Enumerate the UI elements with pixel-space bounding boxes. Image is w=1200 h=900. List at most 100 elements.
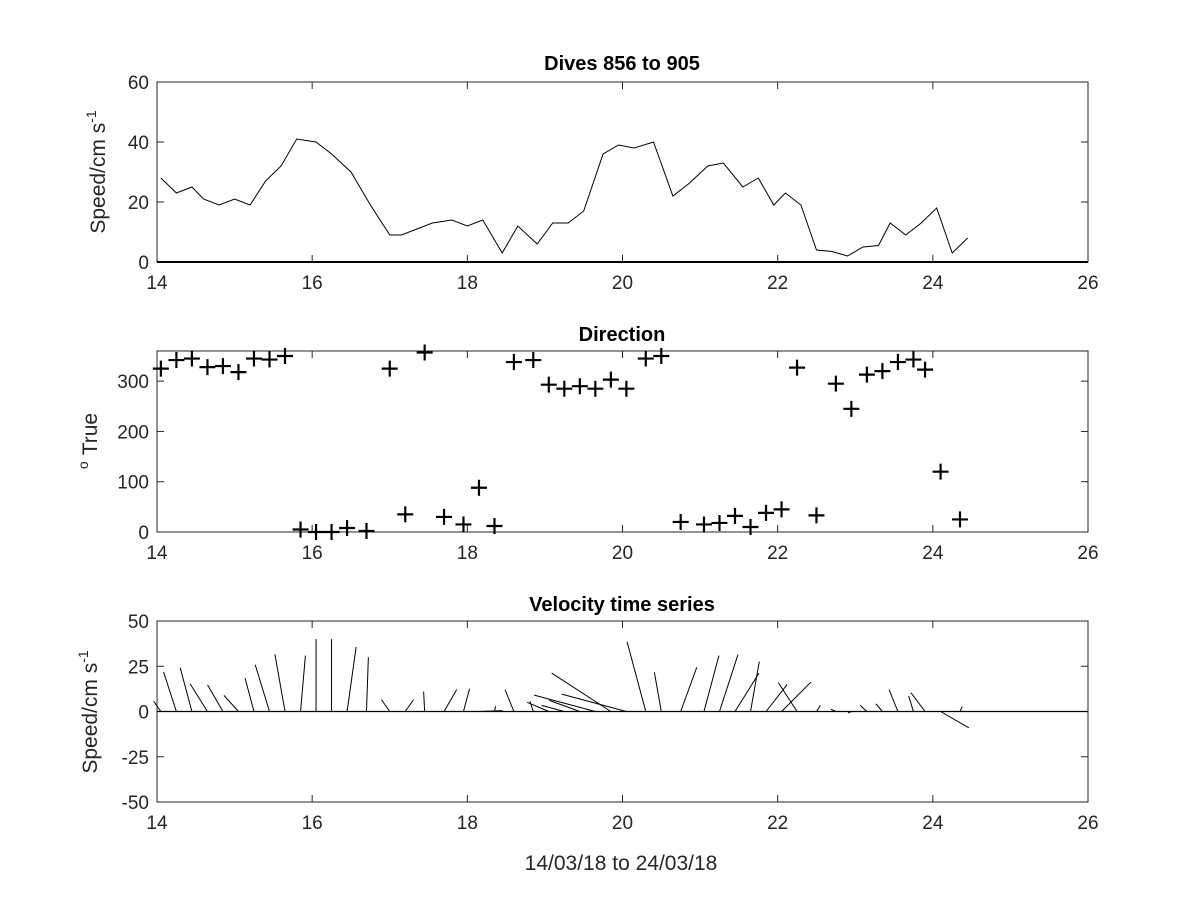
velocity-stick [423,691,426,712]
direction-y-tick-label: 100 [117,473,149,494]
velocity-stick [847,711,852,714]
speed-x-tick-label: 24 [922,273,944,294]
direction-point [789,359,806,376]
velocity-y-tick-label: -50 [122,793,149,814]
direction-point [308,524,325,540]
velocity-stick [719,654,739,712]
speed-x-tick-label: 16 [302,273,323,294]
direction-point [245,350,262,367]
direction-point [827,375,844,392]
velocity-stick [777,682,798,712]
velocity-stick [561,693,627,712]
velocity-x-tick-label: 22 [767,813,788,834]
direction-point [808,507,825,524]
velocity-y-label-text: Speed/cm s [79,663,102,774]
direction-x-tick-label: 26 [1077,543,1098,564]
velocity-stick [830,708,837,712]
speed-x-tick-label: 22 [767,273,788,294]
direction-point [455,516,472,533]
direction-point [292,521,309,538]
velocity-stick [781,681,812,712]
direction-x-tick-label: 18 [457,543,478,564]
velocity-stick [365,657,369,712]
velocity-stick [816,705,821,712]
direction-point [556,380,573,397]
velocity-stick [254,664,270,712]
velocity-panel-title: Velocity time series [529,594,715,616]
direction-point [711,514,728,531]
direction-point [758,504,775,521]
velocity-stick [404,699,414,712]
velocity-stick [274,654,286,712]
velocity-y-tick-label: 25 [128,657,149,678]
direction-point [183,350,200,367]
velocity-stick [207,684,224,712]
speed-series [157,138,1088,263]
velocity-y-tick-label: 0 [138,703,149,724]
speed-y-tick-label: 0 [138,253,149,274]
direction-point [571,378,588,395]
direction-y-tick-label: 0 [138,523,149,544]
velocity-stick [626,641,647,712]
direction-point [505,354,522,371]
velocity-y-label-superscript: -1 [75,650,91,663]
velocity-stick [534,694,596,712]
velocity-stick [541,704,565,712]
direction-y-tick-label: 200 [117,422,149,443]
velocity-x-tick-label: 14 [146,813,168,834]
direction-x-tick-label: 14 [146,543,168,564]
velocity-y-tick-label: -25 [122,748,149,769]
direction-point [358,522,375,539]
velocity-stick [493,706,497,712]
velocity-stick [680,667,698,712]
direction-point [540,376,557,393]
velocity-stick [346,646,357,712]
direction-point [168,352,185,369]
velocity-y-ticks: 50 25 0 -25 -50 [122,612,1088,814]
direction-point [905,351,922,368]
velocity-x-tick-label: 18 [457,813,478,834]
direction-point [587,380,604,397]
velocity-stick [529,701,534,712]
velocity-stick [859,704,868,712]
direction-point [889,354,906,371]
direction-point [486,517,503,534]
velocity-x-tick-label: 24 [922,813,944,834]
velocity-stick [703,655,720,712]
direction-y-label: o True [75,413,102,469]
velocity-panel: Velocity time series 50 25 0 -25 -50 14 16 18 2… [75,594,1099,875]
direction-point [261,351,278,368]
direction-point [618,380,635,397]
shared-x-label: 14/03/18 to 24/03/18 [525,852,718,875]
direction-x-tick-label: 16 [302,543,323,564]
velocity-stick [910,692,926,712]
velocity-stick [153,700,162,712]
speed-x-tick-label: 20 [612,273,633,294]
direction-series [152,344,968,540]
direction-point [339,519,356,536]
direction-point [323,524,340,540]
direction-point [653,348,670,365]
direction-point [672,513,689,530]
velocity-x-tick-label: 16 [302,813,323,834]
direction-point [602,371,619,388]
velocity-stick [443,689,458,712]
velocity-x-tick-label: 20 [612,813,633,834]
direction-x-tick-label: 24 [922,543,944,564]
speed-x-ticks: 14 16 18 20 22 24 26 [146,82,1099,294]
velocity-stick [189,683,208,712]
speed-y-tick-label: 20 [128,193,149,214]
direction-point [917,361,934,378]
velocity-stick [478,710,503,712]
velocity-x-ticks: 14 16 18 20 22 24 26 [146,621,1099,834]
direction-y-label-prefix: o [75,461,91,469]
direction-x-tick-label: 20 [612,543,633,564]
direction-point [951,511,968,528]
speed-y-label-superscript: -1 [83,110,99,123]
direction-point [214,358,231,375]
direction-y-tick-label: 300 [117,372,149,393]
direction-point [742,518,759,535]
